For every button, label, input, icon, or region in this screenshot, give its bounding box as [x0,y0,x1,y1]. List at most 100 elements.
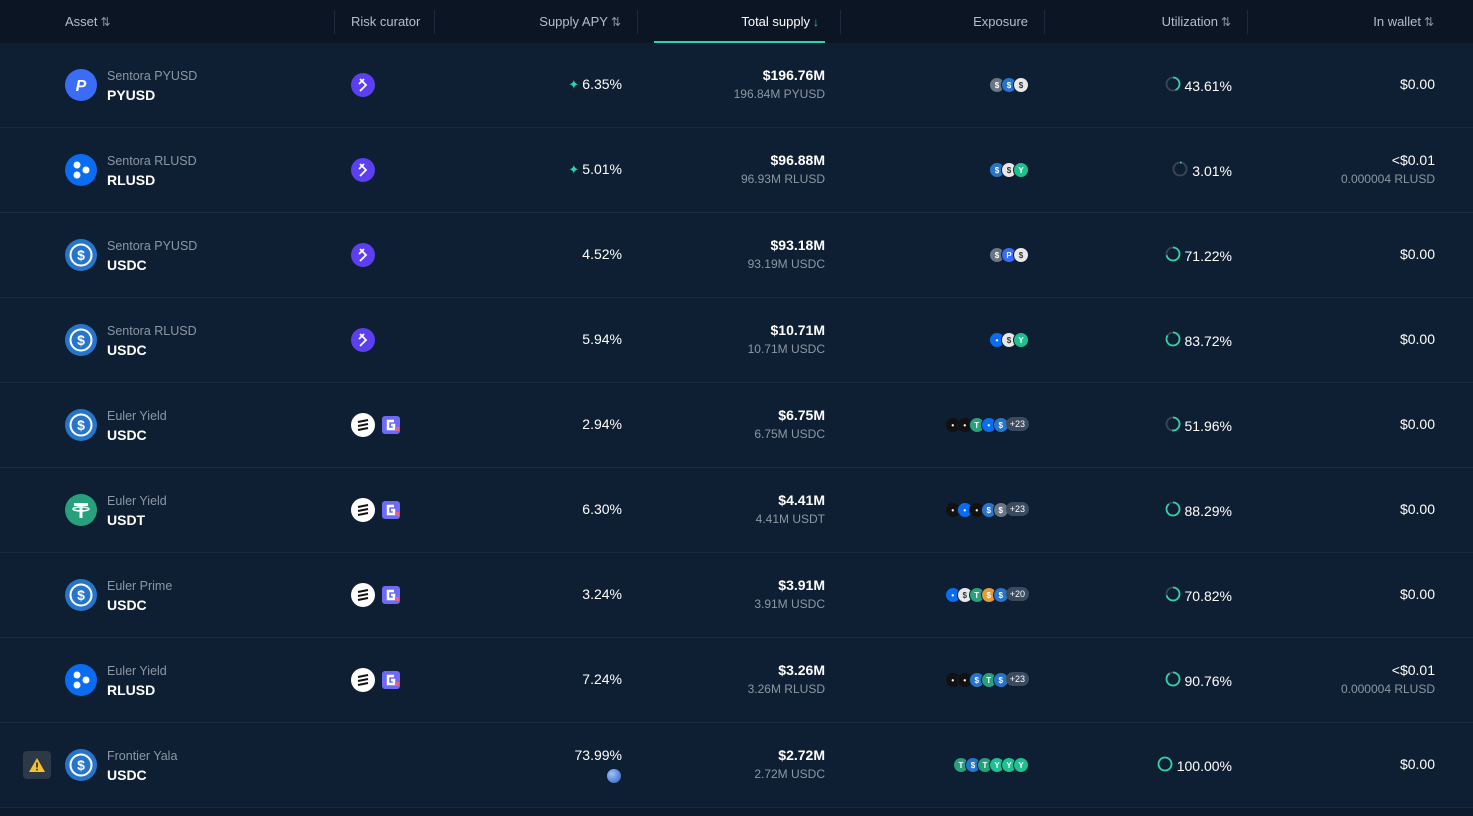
header-asset[interactable]: Asset ⇅ [65,0,111,43]
euler-icon[interactable] [351,413,375,437]
utilization: 90.76% [1165,671,1232,690]
sentora-icon[interactable] [351,158,375,182]
asset-symbol: USDC [107,597,147,613]
exposure-icons[interactable]: $ $ $ [989,77,1029,93]
asset-symbol: USDC [107,257,147,273]
exposure-icons[interactable]: +20 $ $ T $ • [944,587,1029,603]
table-row[interactable]: $ Frontier Yala USDC 73.99% $2.72M 2.72M USDC… [0,723,1473,808]
gauntlet-icon[interactable] [379,498,403,522]
header-supply-apy[interactable]: Supply APY ⇅ [539,0,621,43]
supply-apy-value: 5.01% [582,161,622,177]
exposure-more-badge: +23 [1005,672,1029,686]
asset-symbol: USDT [107,512,146,528]
column-divider [1247,10,1248,34]
supply-apy-value: 6.30% [582,501,622,517]
total-supply-usd: $3.26M [778,662,825,678]
supply-apy-value: 2.94% [582,416,622,432]
in-wallet-value: $0.00 [1399,331,1435,347]
supply-apy-value: 3.24% [582,586,622,602]
sentora-icon[interactable] [351,73,375,97]
header-risk-curator: Risk curator [351,0,420,43]
in-wallet-value: $0.00 [1399,416,1435,432]
table-row[interactable]: $ Sentora RLUSD USDC 5.94% $10.71M 10.71M USD… [0,298,1473,383]
usdc-icon: $ [65,579,97,611]
total-supply-amount: 10.71M USDC [747,342,825,356]
table-row[interactable]: P Sentora PYUSD PYUSD ✦ 6.35% $196.76M 196.84M… [0,43,1473,128]
euler-icon[interactable] [351,498,375,522]
total-supply-usd: $196.76M [762,67,825,83]
rlusd-icon [65,664,97,696]
utilization-value: 88.29% [1184,502,1232,519]
total-supply-amount: 4.41M USDT [755,512,825,526]
risk-curators [351,158,379,182]
column-divider [334,10,335,34]
total-supply-usd: $93.18M [770,237,825,253]
header-total-supply[interactable]: Total supply ↓ [741,0,819,43]
svg-text:P: P [76,78,87,95]
vault-name: Euler Prime [107,579,173,593]
sort-icon: ⇅ [610,15,621,29]
utilization-ring-icon [1165,76,1185,95]
utilization-value: 90.76% [1184,672,1232,689]
exposure-icons[interactable]: +23 $ • T • • [944,417,1029,433]
exposure-icons[interactable]: Y Y Y T $ T [953,757,1029,773]
gauntlet-icon[interactable] [379,668,403,692]
exposure-icons[interactable]: Y $ • [989,332,1029,348]
table-row[interactable]: $ Sentora PYUSD USDC 4.52% $93.18M 93.19M USD… [0,213,1473,298]
asset-symbol: USDC [107,767,147,783]
gauntlet-icon[interactable] [379,583,403,607]
in-wallet-value: $0.00 [1399,586,1435,602]
vault-name: Euler Yield [107,664,167,678]
asset-symbol: RLUSD [107,682,156,698]
sentora-icon[interactable] [351,243,375,267]
total-supply-usd: $2.72M [778,747,825,763]
sparkle-icon: ✦ [568,77,580,92]
utilization: 83.72% [1165,331,1232,350]
euler-icon[interactable] [351,668,375,692]
usdc-icon: $ [65,239,97,271]
svg-text:$: $ [77,757,85,773]
table-row[interactable]: $ Euler Prime USDC 3.24% $3.91M 3.91M USDC +20… [0,553,1473,638]
header-utilization[interactable]: Utilization ⇅ [1162,0,1231,43]
exposure-icons[interactable]: Y $ $ [989,162,1029,178]
warning-icon [23,751,51,779]
exposure-icons[interactable]: +23 $ T $ • • [944,672,1029,688]
utilization-value: 3.01% [1192,162,1232,179]
table-row[interactable]: Euler Yield USDT 6.30% $4.41M 4.41M USDT +23 $… [0,468,1473,553]
supply-apy-value: 7.24% [582,671,622,687]
utilization-value: 71.22% [1184,247,1232,264]
asset-symbol: RLUSD [107,172,156,188]
supply-apy-value: 4.52% [582,246,622,262]
euler-icon[interactable] [351,583,375,607]
utilization: 70.82% [1165,586,1232,605]
utilization: 71.22% [1165,246,1232,265]
table-row[interactable]: Sentora RLUSD RLUSD ✦ 5.01% $96.88M 96.93M RL… [0,128,1473,213]
table-row[interactable]: $ Euler Yield USDC 2.94% $6.75M 6.75M USDC +23… [0,383,1473,468]
utilization-ring-icon [1165,671,1185,690]
exposure-icons[interactable]: +23 $ $ • • • [944,502,1029,518]
in-wallet-value: $0.00 [1399,756,1435,772]
vault-name: Sentora PYUSD [107,239,198,253]
exposure-icons[interactable]: $ P $ [989,247,1029,263]
exposure-more-badge: +20 [1005,587,1029,601]
header-in-wallet[interactable]: In wallet ⇅ [1373,0,1434,43]
table-header: Asset ⇅ Risk curator Supply APY ⇅ Total su… [0,0,1473,44]
table-row[interactable]: Euler Yield RLUSD 7.24% $3.26M 3.26M RLUSD +2… [0,638,1473,723]
exposure-white-icon: $ [1013,247,1029,263]
header-total-supply-label: Total supply [741,14,810,29]
sort-icon: ⇅ [100,15,111,29]
vault-name: Euler Yield [107,409,167,423]
usdc-icon: $ [65,749,97,781]
sentora-icon[interactable] [351,328,375,352]
vault-name: Sentora RLUSD [107,154,197,168]
header-supply-apy-label: Supply APY [539,14,608,29]
vault-name: Sentora RLUSD [107,324,197,338]
utilization: 100.00% [1157,756,1232,775]
header-exposure: Exposure [973,0,1028,43]
utilization-ring-icon [1165,246,1185,265]
supply-apy: 73.99% [575,747,622,763]
utilization-value: 70.82% [1184,587,1232,604]
gauntlet-icon[interactable] [379,413,403,437]
risk-curators [351,413,407,437]
utilization-ring-icon [1165,331,1185,350]
